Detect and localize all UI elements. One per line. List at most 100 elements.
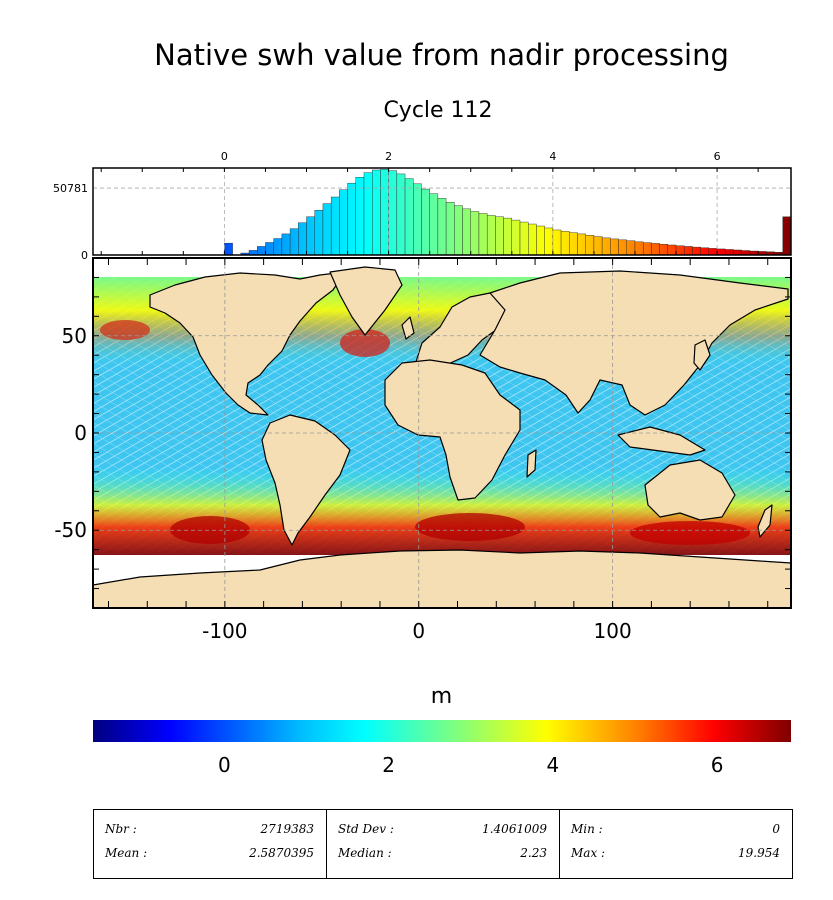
histogram-bar — [692, 246, 701, 256]
south-america — [261, 414, 351, 546]
histogram-bar — [511, 219, 521, 256]
histogram-bar — [503, 217, 512, 256]
histogram-bar — [601, 237, 611, 256]
page-title: Native swh value from nadir processing — [154, 38, 729, 72]
histogram-bar — [470, 211, 480, 256]
median-value: 2.23 — [520, 846, 547, 860]
histogram-bar — [634, 241, 644, 256]
new-zealand — [757, 504, 773, 538]
histogram-bar — [421, 188, 430, 256]
histogram-bar — [528, 223, 537, 256]
histogram-x-tick-label: 6 — [714, 150, 721, 163]
histogram-bar — [478, 213, 488, 256]
histogram-bar — [298, 222, 307, 256]
colorbar-tick-label: 4 — [546, 753, 559, 777]
colorbar: 0 2 4 6 — [93, 720, 791, 777]
max-label: Max : — [571, 846, 606, 860]
histogram-bar — [700, 247, 710, 256]
colorbar-tick-label: 2 — [382, 753, 395, 777]
histogram-bar — [544, 227, 554, 256]
histogram-bar — [519, 221, 529, 256]
japan — [693, 339, 711, 371]
histogram-bar — [684, 246, 693, 256]
mean-value: 2.5870395 — [249, 846, 314, 860]
histogram-bar — [782, 216, 792, 256]
nbr-label: Nbr : — [105, 822, 137, 836]
nbr-value: 2719383 — [260, 822, 314, 836]
histogram-bar — [396, 173, 406, 256]
colorbar-tick-label: 6 — [711, 753, 724, 777]
histogram-bar — [257, 246, 266, 256]
indonesia — [617, 426, 706, 456]
greenland — [329, 266, 403, 336]
world-map: -100 0 100 50 0 -50 — [54, 257, 792, 643]
stats-col-range: Min : 0 Max : 19.954 — [560, 810, 792, 878]
north-america — [149, 271, 346, 416]
min-label: Min : — [571, 822, 603, 836]
histogram-bar — [265, 242, 274, 256]
map-x-tick-label: -100 — [202, 619, 247, 643]
histogram-bar — [536, 225, 545, 256]
histogram-bar — [593, 236, 603, 256]
histogram-bar — [330, 196, 340, 256]
page-subtitle: Cycle 112 — [383, 98, 493, 123]
histogram-bar — [445, 202, 455, 256]
histogram-bar — [429, 193, 439, 256]
antarctica — [93, 549, 791, 608]
histogram-bar — [322, 203, 332, 256]
histogram-bar — [388, 170, 398, 256]
histogram-y-tick-label: 0 — [81, 249, 88, 262]
histogram-bar — [626, 240, 636, 256]
map-frame — [92, 257, 792, 609]
histogram-bar — [569, 232, 578, 256]
histogram-bar — [577, 233, 586, 256]
histogram-bar — [651, 243, 660, 256]
histogram-bar — [462, 208, 471, 256]
histogram-x-tick-label: 2 — [385, 150, 392, 163]
histogram-bar — [404, 178, 414, 256]
histogram-bar — [675, 245, 685, 256]
histogram-x-tick-label: 4 — [549, 150, 556, 163]
stats-col-spread: Std Dev : 1.4061009 Median : 2.23 — [327, 810, 560, 878]
mean-label: Mean : — [105, 846, 148, 860]
colorbar-gradient — [93, 720, 791, 742]
histogram-bar — [642, 242, 652, 256]
histogram-bar — [273, 238, 283, 256]
histogram-frame — [92, 167, 792, 256]
australia — [644, 459, 736, 521]
histogram-bar — [306, 216, 315, 256]
histogram-bar — [610, 238, 619, 256]
histogram-bar — [486, 215, 496, 256]
histogram-bar — [289, 228, 299, 256]
stats-col-count: Nbr : 2719383 Mean : 2.5870395 — [94, 810, 327, 878]
map-y-tick-label: -50 — [54, 518, 87, 542]
statistics-table: Nbr : 2719383 Mean : 2.5870395 Std Dev : 1.… — [93, 809, 793, 879]
histogram-bar — [281, 233, 291, 256]
histogram-y-tick-label: 50781 — [53, 182, 88, 195]
histogram-bar — [355, 177, 365, 256]
madagascar — [526, 449, 537, 478]
map-x-tick-label: 100 — [594, 619, 632, 643]
histogram-bar — [372, 169, 381, 256]
histogram-bar — [339, 189, 348, 256]
histogram-bar — [585, 235, 595, 256]
histogram-bar — [618, 239, 627, 256]
colorbar-label: m — [430, 684, 453, 709]
histogram-bar — [224, 242, 233, 256]
histogram-bar — [552, 229, 562, 256]
histogram-chart: 0 2 4 6 0 50781 — [53, 150, 792, 262]
histogram-bar — [363, 172, 373, 256]
max-value: 19.954 — [738, 846, 780, 860]
median-label: Median : — [338, 846, 392, 860]
histogram-bar — [413, 183, 422, 256]
histogram-bar — [708, 248, 718, 256]
histogram-bar — [659, 243, 669, 256]
colorbar-tick-label: 0 — [218, 753, 231, 777]
asia — [479, 270, 789, 416]
histogram-bar — [437, 198, 447, 256]
uk — [401, 316, 415, 340]
map-y-tick-label: 0 — [74, 421, 87, 445]
histogram-bar — [495, 216, 504, 256]
histogram-bar — [347, 182, 356, 256]
histogram-bar — [314, 209, 324, 256]
